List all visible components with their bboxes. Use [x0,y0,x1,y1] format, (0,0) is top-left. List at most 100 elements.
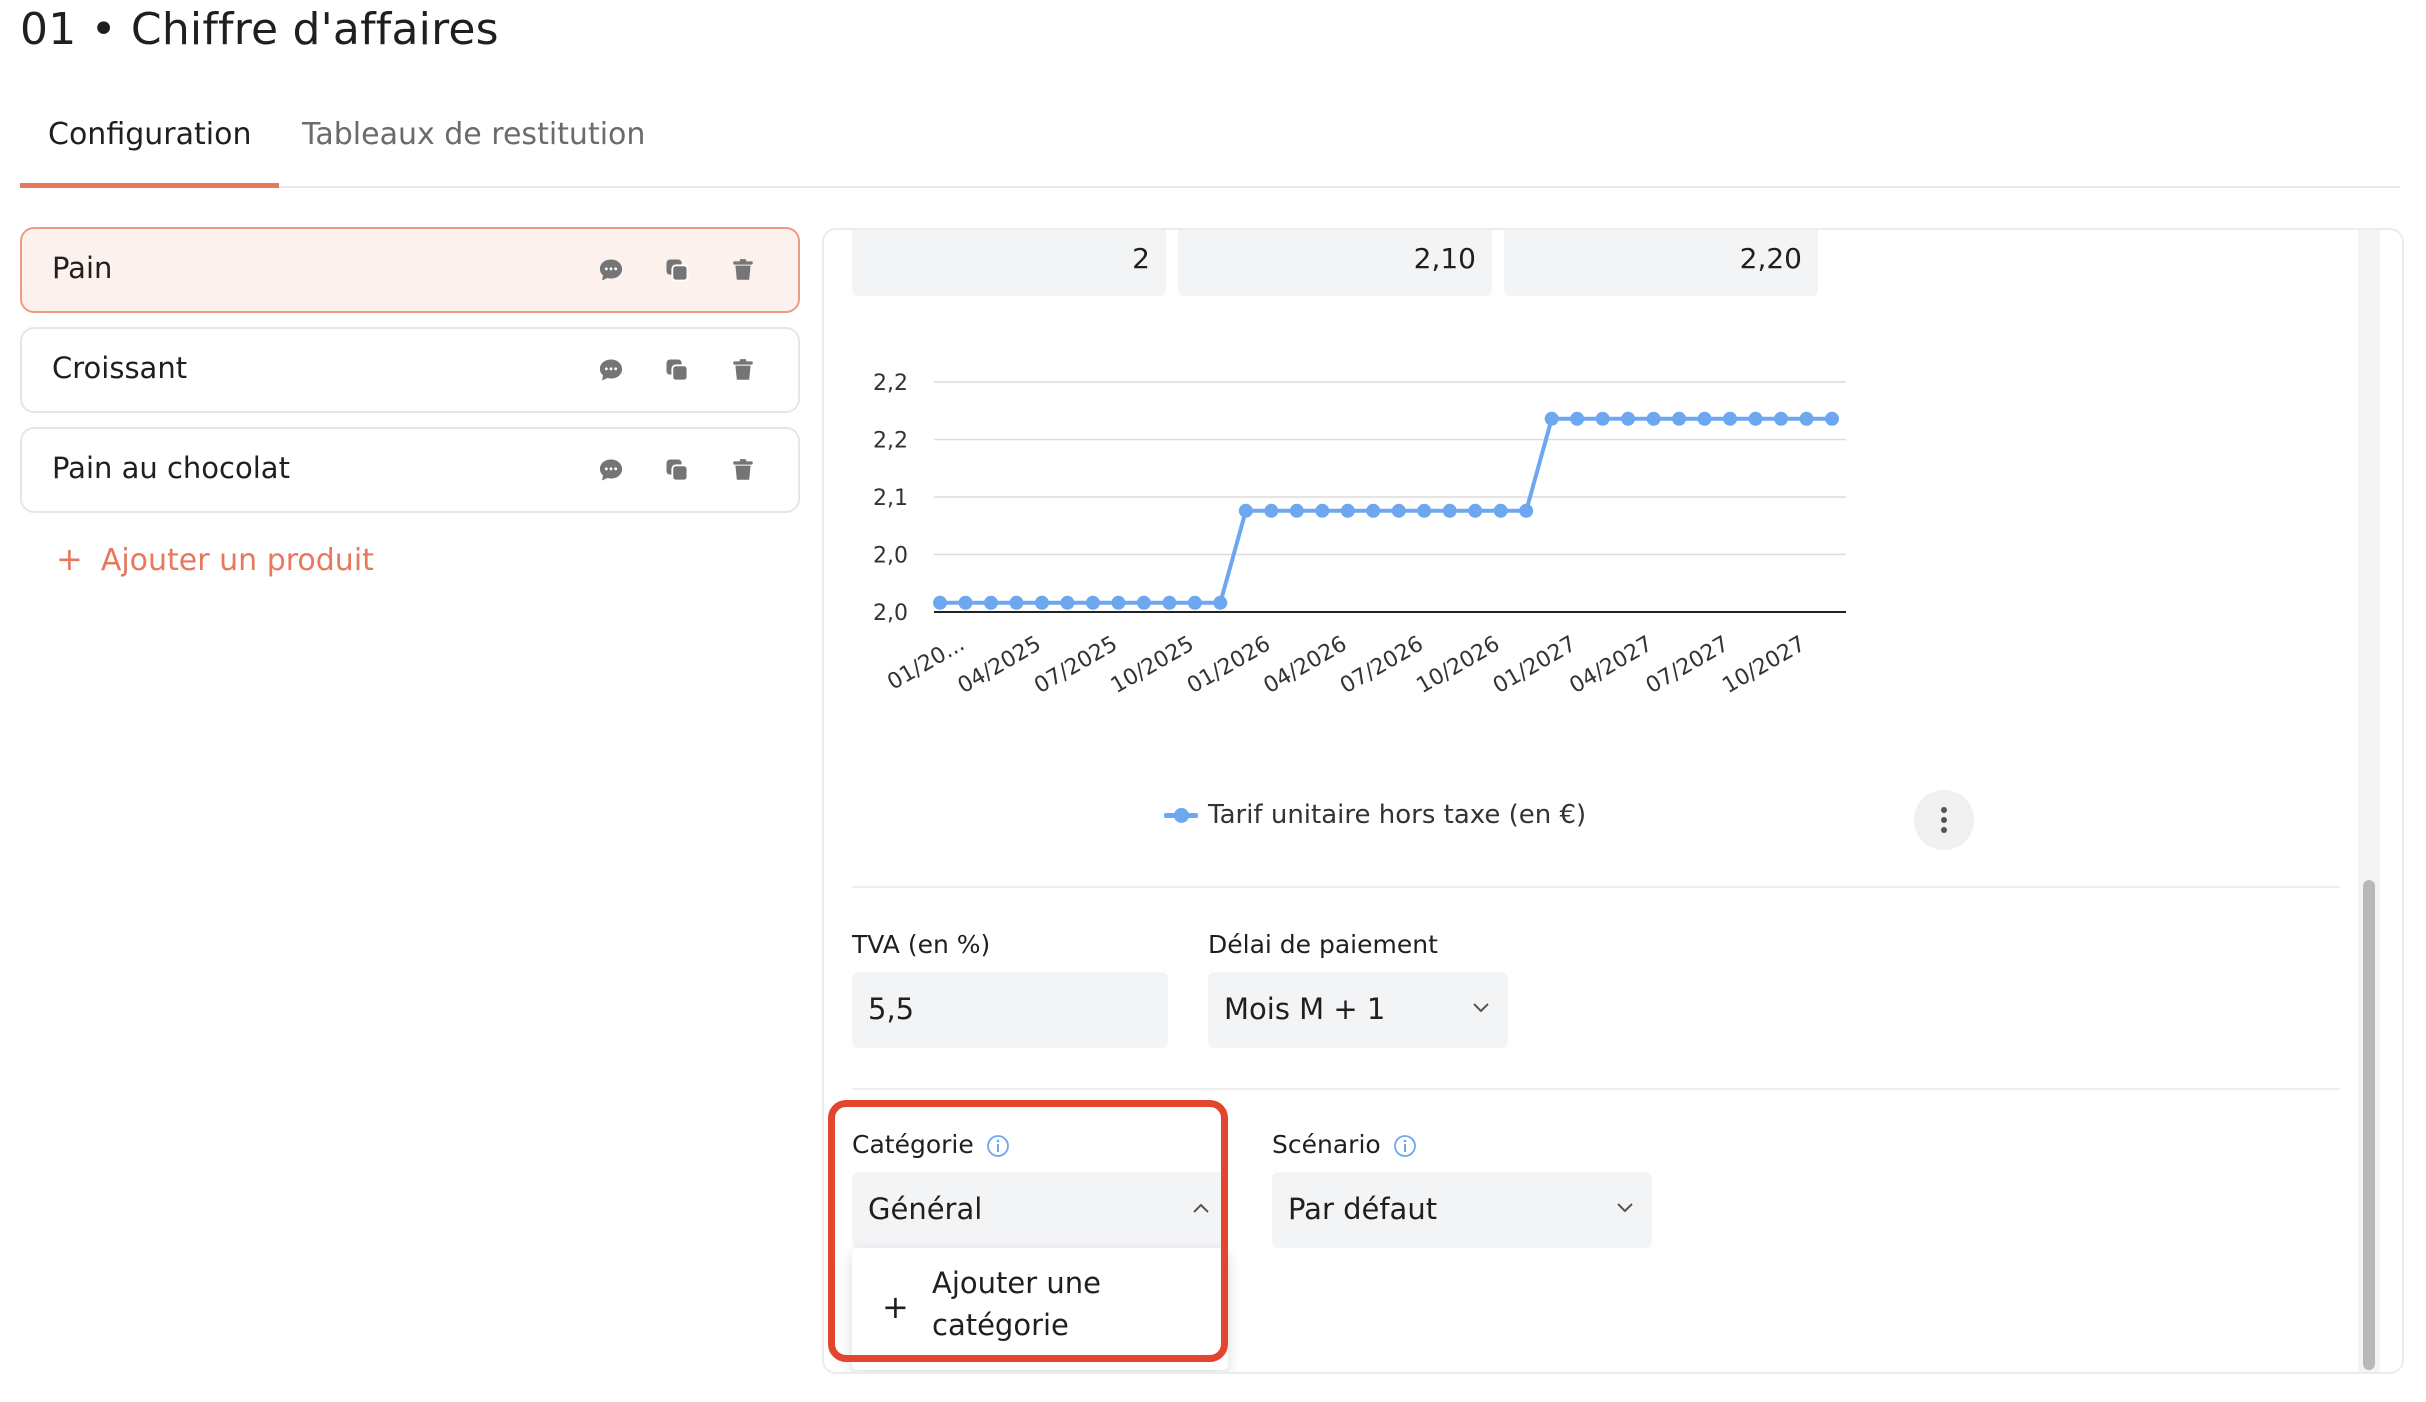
product-item-pain[interactable]: Pain [20,227,800,313]
comment-icon[interactable] [594,253,628,287]
section-divider [852,886,2340,888]
data-point [1238,503,1253,518]
y-tick-label: 2,0 [873,544,908,569]
scenario-label: Scénario [1272,1130,1381,1159]
data-point [1162,595,1177,610]
data-point [1621,411,1636,426]
info-icon[interactable] [1393,1134,1417,1158]
data-point [1774,411,1789,426]
categorie-label: Catégorie [852,1130,974,1159]
product-actions [594,453,760,487]
section-divider [852,1088,2340,1090]
data-point [1034,595,1049,610]
data-point [1289,503,1304,518]
product-actions [594,353,760,387]
info-icon[interactable] [986,1134,1010,1158]
duplicate-icon[interactable] [660,453,694,487]
product-name: Pain [52,251,113,285]
plus-icon: + [882,1288,909,1326]
y-tick-label: 2,1 [873,486,908,511]
product-name: Croissant [52,351,188,385]
x-tick-label: 10/2027 [1718,632,1810,699]
x-tick-label: 04/2025 [954,632,1046,699]
x-tick-label: 04/2026 [1260,632,1352,699]
add-product-label: Ajouter un produit [100,543,374,578]
y-tick-label: 2,2 [873,371,908,396]
data-point [1264,503,1279,518]
scrollbar-thumb[interactable] [2363,880,2375,1370]
add-product-button[interactable]: + Ajouter un produit [56,540,374,578]
highlight-annotation [828,1100,1228,1362]
comment-icon[interactable] [594,453,628,487]
legend-label: Tarif unitaire hors taxe (en €) [1208,800,1587,830]
data-point [1060,595,1075,610]
product-name: Pain au chocolat [52,451,290,485]
value-cell[interactable]: 2,10 [1178,230,1492,296]
data-point [1417,503,1432,518]
x-tick-label: 07/2025 [1030,632,1122,699]
scenario-label-row: Scénario [1272,1130,1417,1159]
x-tick-label: 01/20... [883,632,969,696]
duplicate-icon[interactable] [660,353,694,387]
tva-label: TVA (en %) [852,930,991,959]
data-point [1213,595,1228,610]
plus-icon: + [56,540,83,578]
duplicate-icon[interactable] [660,253,694,287]
categorie-select[interactable]: Général [852,1172,1228,1248]
trash-icon[interactable] [726,453,760,487]
data-point [1187,595,1202,610]
product-item-croissant[interactable]: Croissant [20,327,800,413]
delai-select[interactable]: Mois M + 1 [1208,972,1508,1048]
trash-icon[interactable] [726,253,760,287]
data-point [1442,503,1457,518]
data-point [1111,595,1126,610]
data-point [1748,411,1763,426]
tva-input[interactable]: 5,5 [852,972,1168,1048]
x-tick-label: 10/2025 [1107,632,1199,699]
data-point [1646,411,1661,426]
chart-menu-button[interactable] [1914,790,1974,850]
value-cell[interactable]: 2,20 [1504,230,1818,296]
data-point [1672,411,1687,426]
data-point [1595,411,1610,426]
data-point [1799,411,1814,426]
tab-bar: Configuration Tableaux de restitution [20,100,2400,188]
chevron-up-icon [1193,1203,1209,1213]
x-tick-label: 04/2027 [1565,632,1657,699]
scrollbar[interactable] [2358,230,2380,1372]
series-line [940,416,1832,605]
data-point [1009,595,1024,610]
product-config-panel: 2 2,10 2,20 2,2 2,2 2,1 2,0 2,0 01/20... 04/20… [822,228,2404,1374]
delai-value: Mois M + 1 [1224,992,1386,1026]
delai-label: Délai de paiement [1208,930,1438,959]
x-tick-label: 01/2026 [1183,632,1275,699]
chevron-down-icon [1473,1003,1489,1013]
product-item-pain-au-chocolat[interactable]: Pain au chocolat [20,427,800,513]
price-line-chart: 2,22,22,12,02,001/20...04/202507/202510/… [873,371,1846,699]
data-point [1366,503,1381,518]
tab-tableaux-de-restitution[interactable]: Tableaux de restitution [302,117,646,152]
x-tick-label: 07/2026 [1336,632,1428,699]
data-point [1825,411,1839,426]
data-point [1085,595,1100,610]
comment-icon[interactable] [594,353,628,387]
categorie-dropdown-menu: + Ajouter une catégorie [852,1248,1228,1370]
categorie-value: Général [868,1192,983,1226]
trash-icon[interactable] [726,353,760,387]
x-tick-label: 07/2027 [1642,632,1734,699]
data-point [1570,411,1585,426]
data-point [933,595,947,610]
product-list: Pain Croissant Pain au chocolat [20,227,800,527]
product-actions [594,253,760,287]
add-category-option[interactable]: Ajouter une catégorie [932,1266,1101,1342]
data-point [1544,411,1559,426]
tab-configuration[interactable]: Configuration [20,116,280,188]
y-tick-label: 2,0 [873,601,908,626]
data-point [1136,595,1151,610]
data-point [1391,503,1406,518]
value-cell[interactable]: 2 [852,230,1166,296]
scenario-value: Par défaut [1288,1192,1438,1226]
scenario-select[interactable]: Par défaut [1272,1172,1652,1248]
data-point [1315,503,1330,518]
data-point [1519,503,1534,518]
